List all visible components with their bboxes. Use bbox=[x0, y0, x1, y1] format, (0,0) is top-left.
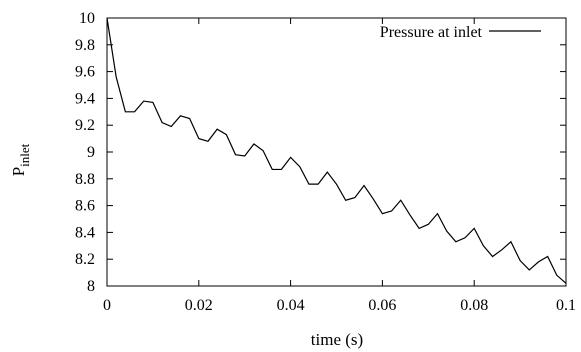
legend-label: Pressure at inlet bbox=[380, 24, 483, 41]
y-axis-label: Pinlet bbox=[9, 143, 32, 176]
plot-border bbox=[106, 17, 567, 287]
y-axis: 8 8.2 8.4 8.6 8.8 9 9.2 9.4 9.6 9.8 10 bbox=[75, 10, 566, 295]
y-tick-label: 10 bbox=[79, 10, 95, 27]
y-tick-label: 9.8 bbox=[75, 37, 95, 54]
legend: Pressure at inlet bbox=[380, 24, 541, 41]
x-tick-label: 0.1 bbox=[556, 297, 576, 314]
y-tick-label: 8.2 bbox=[75, 251, 95, 268]
series-line-pressure-at-inlet bbox=[106, 17, 567, 284]
y-tick-label: 9.6 bbox=[75, 64, 95, 81]
y-tick-label: 9.4 bbox=[75, 90, 95, 107]
x-axis: 0 0.02 0.04 0.06 0.08 0.1 bbox=[103, 18, 576, 314]
x-tick-label: 0.06 bbox=[368, 297, 396, 314]
series-layer bbox=[106, 17, 567, 284]
y-tick-label: 9 bbox=[87, 144, 95, 161]
x-tick-label: 0.04 bbox=[277, 297, 305, 314]
x-tick-label: 0.08 bbox=[460, 297, 488, 314]
y-tick-label: 9.2 bbox=[75, 117, 95, 134]
y-axis-label-subscript: inlet bbox=[17, 143, 32, 166]
plot-frame bbox=[106, 17, 567, 287]
x-tick-label: 0.02 bbox=[185, 297, 213, 314]
y-tick-label: 8 bbox=[87, 278, 95, 295]
x-tick-label: 0 bbox=[103, 297, 111, 314]
x-axis-label: time (s) bbox=[311, 330, 363, 349]
y-tick-label: 8.8 bbox=[75, 171, 95, 188]
y-tick-label: 8.6 bbox=[75, 198, 95, 215]
y-tick-label: 8.4 bbox=[75, 224, 95, 241]
y-axis-label-main: P bbox=[9, 167, 28, 176]
